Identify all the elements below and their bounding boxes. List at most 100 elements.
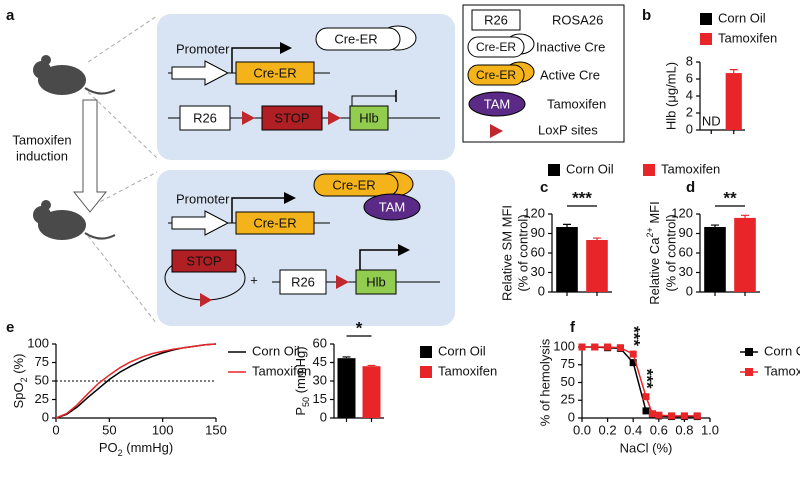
protein-label: Cre-ER	[332, 177, 375, 192]
y-tick-label: 90	[531, 225, 545, 240]
axis-label: SpO2 (%)	[11, 354, 29, 409]
y-tick-label: 15	[313, 391, 327, 406]
marker	[655, 411, 663, 419]
legend-symbol-label: R26	[484, 12, 508, 27]
y-tick-label: 25	[35, 391, 49, 406]
y-tick-label: 45	[313, 354, 327, 369]
y-tick-label: 50	[561, 374, 575, 389]
axis-label-part: (mmHg)	[123, 440, 174, 455]
arrowhead	[398, 244, 410, 256]
gene-label: Hlb	[366, 274, 386, 289]
gene-box	[279, 269, 327, 295]
y-tick-label: 120	[523, 205, 545, 220]
y-tick-label: 30	[313, 372, 327, 387]
legend-symbol	[490, 124, 503, 138]
x-tick-label: 0	[52, 422, 59, 437]
axis-label-part: Relative Ca	[647, 237, 662, 305]
promoter-label: Promoter	[176, 41, 230, 56]
legend-label: Inactive Cre	[536, 39, 605, 54]
promoter-arrow	[171, 60, 230, 86]
marker	[629, 359, 637, 367]
promoter-arrow	[171, 210, 230, 236]
transcription-arrow	[231, 197, 284, 223]
error-bar	[741, 214, 749, 218]
marker	[642, 393, 650, 401]
legend-label: Tamoxifen	[438, 363, 497, 378]
x-tick-label: 50	[102, 422, 116, 437]
legend-label: Corn Oil	[566, 161, 614, 176]
x-tick-label: 0.6	[650, 422, 668, 437]
legend-label: Corn Oil	[252, 343, 300, 358]
induction-label: Tamoxifen	[12, 132, 71, 147]
legend-marker	[745, 348, 753, 356]
x-tick-label: 0.4	[624, 422, 642, 437]
legend-label: Corn Oil	[764, 343, 800, 358]
x-tick-label: 150	[205, 422, 227, 437]
y-tick-label: 0	[42, 409, 49, 424]
gene-label: R26	[193, 110, 217, 125]
blocked-arrow	[351, 95, 396, 106]
promoter-label: Promoter	[176, 191, 230, 206]
marker	[604, 343, 612, 351]
y-tick-label: 50	[35, 372, 49, 387]
loxp	[328, 111, 341, 125]
significance: ***	[625, 326, 644, 346]
legend-label: ROSA26	[552, 12, 603, 27]
panel-label: c	[540, 179, 548, 196]
gene-box	[171, 249, 237, 273]
mouse-icon	[33, 55, 116, 95]
loxp	[336, 275, 349, 289]
axis-label-part: SpO	[11, 382, 26, 408]
legend-marker	[745, 368, 753, 376]
loxp	[242, 111, 255, 125]
marker	[648, 410, 656, 418]
error-bar	[593, 237, 601, 240]
bar	[556, 227, 578, 292]
significance: **	[723, 188, 737, 207]
bar	[704, 227, 726, 292]
error-bar	[367, 364, 376, 367]
y-tick-label: 25	[561, 392, 575, 407]
y-tick-label: 75	[35, 354, 49, 369]
protein-label: Cre-ER	[334, 31, 377, 46]
plus: +	[250, 272, 258, 287]
x-tick-label: 0.0	[573, 422, 591, 437]
legend-symbol	[468, 91, 526, 117]
y-tick-label: 8	[686, 53, 693, 68]
y-tick-label: 60	[679, 244, 693, 259]
y-tick-label: 60	[313, 335, 327, 350]
x-tick-label: 0.8	[675, 422, 693, 437]
marker	[616, 344, 624, 352]
legend-swatch	[700, 13, 712, 25]
gene-box	[179, 105, 231, 131]
axis-label-part: 50	[301, 397, 311, 407]
gene-label: Cre-ER	[253, 215, 296, 230]
gene-label: Hlb	[359, 110, 379, 125]
diagram: a Tamoxifen induction Promoter Cre-ER Cr…	[6, 4, 625, 326]
y-tick-label: 0	[538, 283, 545, 298]
y-tick-label: 60	[531, 244, 545, 259]
panel-label: f	[570, 319, 576, 336]
gene-label: Cre-ER	[253, 65, 296, 80]
legend-symbol-label: Cre-ER	[476, 40, 516, 54]
legend-label: Tamoxifen	[718, 30, 777, 45]
legend-label: Tamoxifen	[252, 363, 311, 378]
x-tick-label: 0.2	[599, 422, 617, 437]
panel-label: a	[6, 7, 15, 24]
induction-arrow	[72, 99, 108, 213]
error-bar	[711, 224, 719, 227]
y-tick-label: 120	[671, 205, 693, 220]
error-bar	[342, 356, 351, 359]
axis-label-part: 2	[19, 377, 29, 382]
panel-label: e	[6, 319, 14, 336]
tamoxifen	[363, 193, 421, 221]
gene-box	[235, 211, 315, 235]
significance: *	[356, 318, 363, 337]
y-tick-label: 30	[679, 264, 693, 279]
y-tick-label: 90	[679, 225, 693, 240]
axis-label: NaCl (%)	[620, 440, 673, 455]
marker	[693, 412, 701, 420]
bar	[725, 73, 742, 130]
gene-label: STOP	[274, 110, 309, 125]
